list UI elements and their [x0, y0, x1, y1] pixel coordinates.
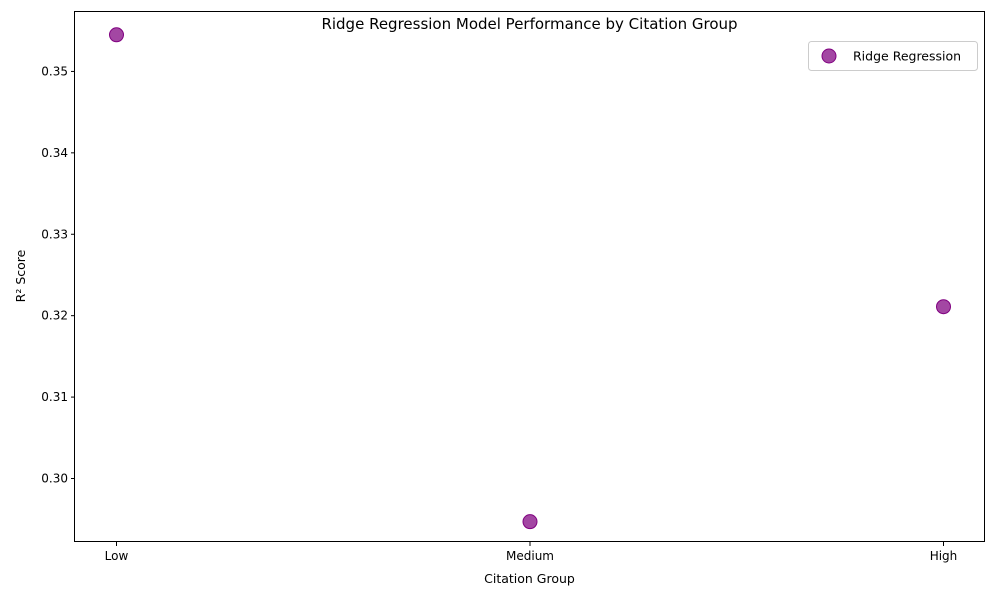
y-tick-label: 0.34 — [41, 146, 68, 160]
y-tick-label: 0.31 — [41, 390, 68, 404]
legend: Ridge Regression — [808, 41, 978, 71]
y-tick-label: 0.35 — [41, 64, 68, 78]
legend-marker — [821, 48, 837, 64]
y-tick-label: 0.32 — [41, 309, 68, 323]
x-tick-label: Low — [105, 549, 129, 563]
chart-title: Ridge Regression Model Performance by Ci… — [321, 15, 737, 33]
y-axis-label: R² Score — [13, 249, 28, 302]
data-point — [522, 514, 538, 530]
plot-frame — [74, 11, 985, 542]
points-layer — [109, 27, 951, 530]
x-tick-label: High — [930, 549, 958, 563]
data-point — [936, 299, 951, 315]
ticks-layer: Low Medium High 0.30 0.31 0.32 0.33 0.34 0.35 — [41, 64, 957, 563]
legend-frame — [808, 41, 978, 71]
x-tick-label: Medium — [506, 549, 554, 563]
y-tick-label: 0.33 — [41, 227, 68, 241]
y-tick-label: 0.30 — [41, 471, 68, 485]
data-point — [109, 27, 124, 43]
legend-label: Ridge Regression — [853, 49, 961, 64]
x-axis-label: Citation Group — [484, 571, 575, 586]
